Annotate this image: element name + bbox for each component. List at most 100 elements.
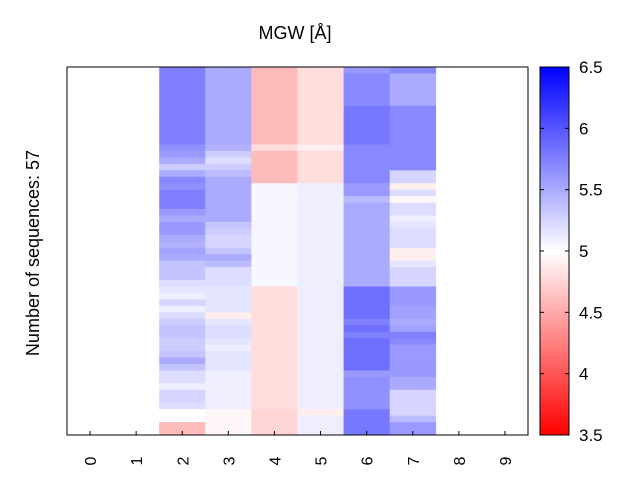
heatmap-cell — [297, 234, 344, 242]
heatmap-cell — [389, 228, 437, 236]
heatmap-cell — [251, 196, 298, 203]
colorbar-tick-label: 6 — [579, 119, 588, 138]
heatmap-cell — [205, 99, 252, 107]
heatmap-cell — [205, 331, 252, 339]
heatmap-cell — [251, 325, 298, 333]
heatmap-cell — [251, 318, 298, 326]
heatmap-cell — [251, 344, 298, 352]
heatmap-cell — [159, 105, 206, 113]
colorbar — [539, 66, 570, 436]
heatmap-cell — [343, 344, 390, 352]
heatmap-cell — [159, 344, 206, 352]
heatmap-cell — [159, 131, 206, 139]
heatmap-cell — [389, 189, 437, 197]
heatmap-cell — [251, 157, 298, 165]
heatmap-cell — [297, 86, 344, 94]
heatmap-cell — [159, 286, 206, 294]
heatmap-cell — [343, 189, 390, 197]
heatmap-cell — [343, 363, 390, 371]
heatmap-cell — [343, 422, 390, 429]
heatmap-cell — [343, 402, 390, 410]
heatmap-cell — [251, 241, 298, 249]
heatmap-cell — [389, 73, 437, 81]
heatmap-cell — [251, 331, 298, 339]
heatmap-cells — [159, 67, 437, 436]
heatmap-cell — [343, 396, 390, 404]
heatmap-cell — [251, 357, 298, 365]
heatmap-cell — [343, 79, 390, 87]
heatmap-cell — [205, 351, 252, 358]
heatmap-cell — [389, 363, 437, 371]
heatmap-cell — [389, 170, 437, 178]
heatmap-cell — [343, 280, 390, 287]
x-tick-label: 4 — [267, 456, 284, 465]
heatmap-cell — [297, 363, 344, 371]
heatmap-cell — [389, 254, 437, 261]
heatmap-cell — [389, 176, 437, 184]
heatmap-cell — [389, 202, 437, 210]
heatmap-cell — [159, 144, 206, 152]
heatmap-cell — [251, 273, 298, 281]
heatmap-cell — [389, 144, 437, 152]
heatmap-cell — [205, 150, 252, 158]
heatmap-cell — [389, 267, 437, 274]
colorbar-tick-label: 6.5 — [579, 58, 603, 77]
heatmap-cell — [297, 344, 344, 352]
heatmap-cell — [205, 73, 252, 81]
heatmap-cell — [159, 254, 206, 261]
heatmap-cell — [343, 92, 390, 100]
heatmap-cell — [159, 170, 206, 178]
heatmap-cell — [389, 305, 437, 313]
heatmap-cell — [159, 221, 206, 229]
heatmap-cell — [389, 370, 437, 378]
heatmap-cell — [159, 280, 206, 287]
heatmap-cell — [297, 183, 344, 190]
x-tick-label: 5 — [314, 456, 331, 465]
heatmap-cell — [297, 409, 344, 416]
heatmap-cell — [297, 125, 344, 132]
heatmap-cell — [251, 247, 298, 255]
heatmap-cell — [389, 273, 437, 281]
heatmap-cell — [343, 215, 390, 223]
heatmap-cell — [389, 286, 437, 294]
heatmap-cell — [389, 299, 437, 307]
heatmap-cell — [297, 267, 344, 274]
heatmap-cell — [159, 325, 206, 333]
heatmap-cell — [159, 215, 206, 223]
heatmap-cell — [159, 73, 206, 81]
heatmap-cell — [389, 338, 437, 345]
heatmap-cell — [251, 112, 298, 119]
heatmap-cell — [297, 338, 344, 345]
heatmap-cell — [205, 357, 252, 365]
chart-title: MGW [Å] — [259, 23, 332, 43]
heatmap-cell — [251, 286, 298, 294]
heatmap-cell — [251, 144, 298, 152]
heatmap-cell — [343, 163, 390, 171]
x-tick-label: 2 — [175, 456, 192, 465]
heatmap-cell — [389, 118, 437, 126]
heatmap-cell — [297, 286, 344, 294]
heatmap-cell — [343, 67, 390, 74]
heatmap-cell — [159, 383, 206, 391]
heatmap-cell — [297, 254, 344, 261]
heatmap-cell — [205, 389, 252, 397]
heatmap-cell — [205, 67, 252, 74]
heatmap-cell — [297, 138, 344, 145]
heatmap-cell — [251, 363, 298, 371]
heatmap-cell — [297, 292, 344, 300]
heatmap-cell — [389, 292, 437, 300]
heatmap-cell — [251, 221, 298, 229]
colorbar-tick-label: 4 — [579, 365, 588, 384]
heatmap-cell — [343, 415, 390, 423]
heatmap-cell — [297, 357, 344, 365]
heatmap-cell — [205, 241, 252, 249]
x-tick-label: 6 — [360, 456, 377, 465]
heatmap-cell — [205, 363, 252, 371]
heatmap-cell — [205, 118, 252, 126]
heatmap-cell — [251, 176, 298, 184]
heatmap-cell — [389, 92, 437, 100]
heatmap-cell — [251, 422, 298, 429]
heatmap-cell — [251, 67, 298, 74]
heatmap-cell — [159, 189, 206, 197]
heatmap-cell — [205, 79, 252, 87]
